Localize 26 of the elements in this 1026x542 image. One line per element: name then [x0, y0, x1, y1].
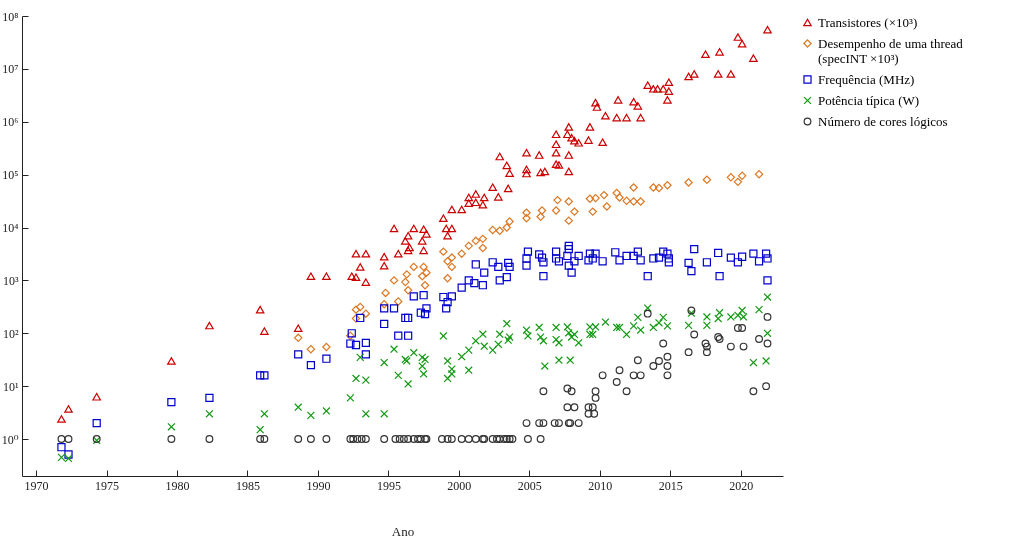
- legend-label: Número de cores lógicos: [818, 113, 948, 129]
- x-tick-label: 1985: [235, 478, 260, 493]
- y-tick-label: 10⁰: [1, 432, 19, 447]
- y-tick-label: 10⁷: [2, 62, 19, 77]
- y-tick-label: 10⁵: [2, 168, 19, 183]
- legend-label: Frequência (MHz): [818, 71, 915, 87]
- legend-label: Transistores (×10³): [818, 14, 918, 30]
- x-tick-label: 2005: [517, 478, 542, 493]
- y-tick-label: 10¹: [2, 379, 19, 394]
- y-tick-label: 10³: [2, 273, 19, 288]
- y-tick-label: 10⁶: [2, 115, 19, 130]
- legend-label: Desempenho de uma thread (specINT ×10³): [818, 35, 964, 66]
- x-tick-label: 1970: [24, 478, 49, 493]
- y-tick-label: 10⁸: [2, 9, 19, 24]
- x-tick-label: 1990: [306, 478, 331, 493]
- y-tick-label: 10⁴: [2, 221, 19, 236]
- x-tick-label: 2020: [729, 478, 754, 493]
- y-tick-label: 10²: [2, 326, 19, 341]
- legend-label: Potência típica (W): [818, 92, 920, 108]
- x-tick-label: 1995: [376, 478, 401, 493]
- x-axis-title: Ano: [391, 523, 415, 539]
- x-tick-label: 2015: [658, 478, 683, 493]
- x-tick-label: 2000: [447, 478, 472, 493]
- x-tick-label: 1975: [95, 478, 120, 493]
- x-tick-label: 2010: [588, 478, 613, 493]
- x-tick-label: 1980: [165, 478, 190, 493]
